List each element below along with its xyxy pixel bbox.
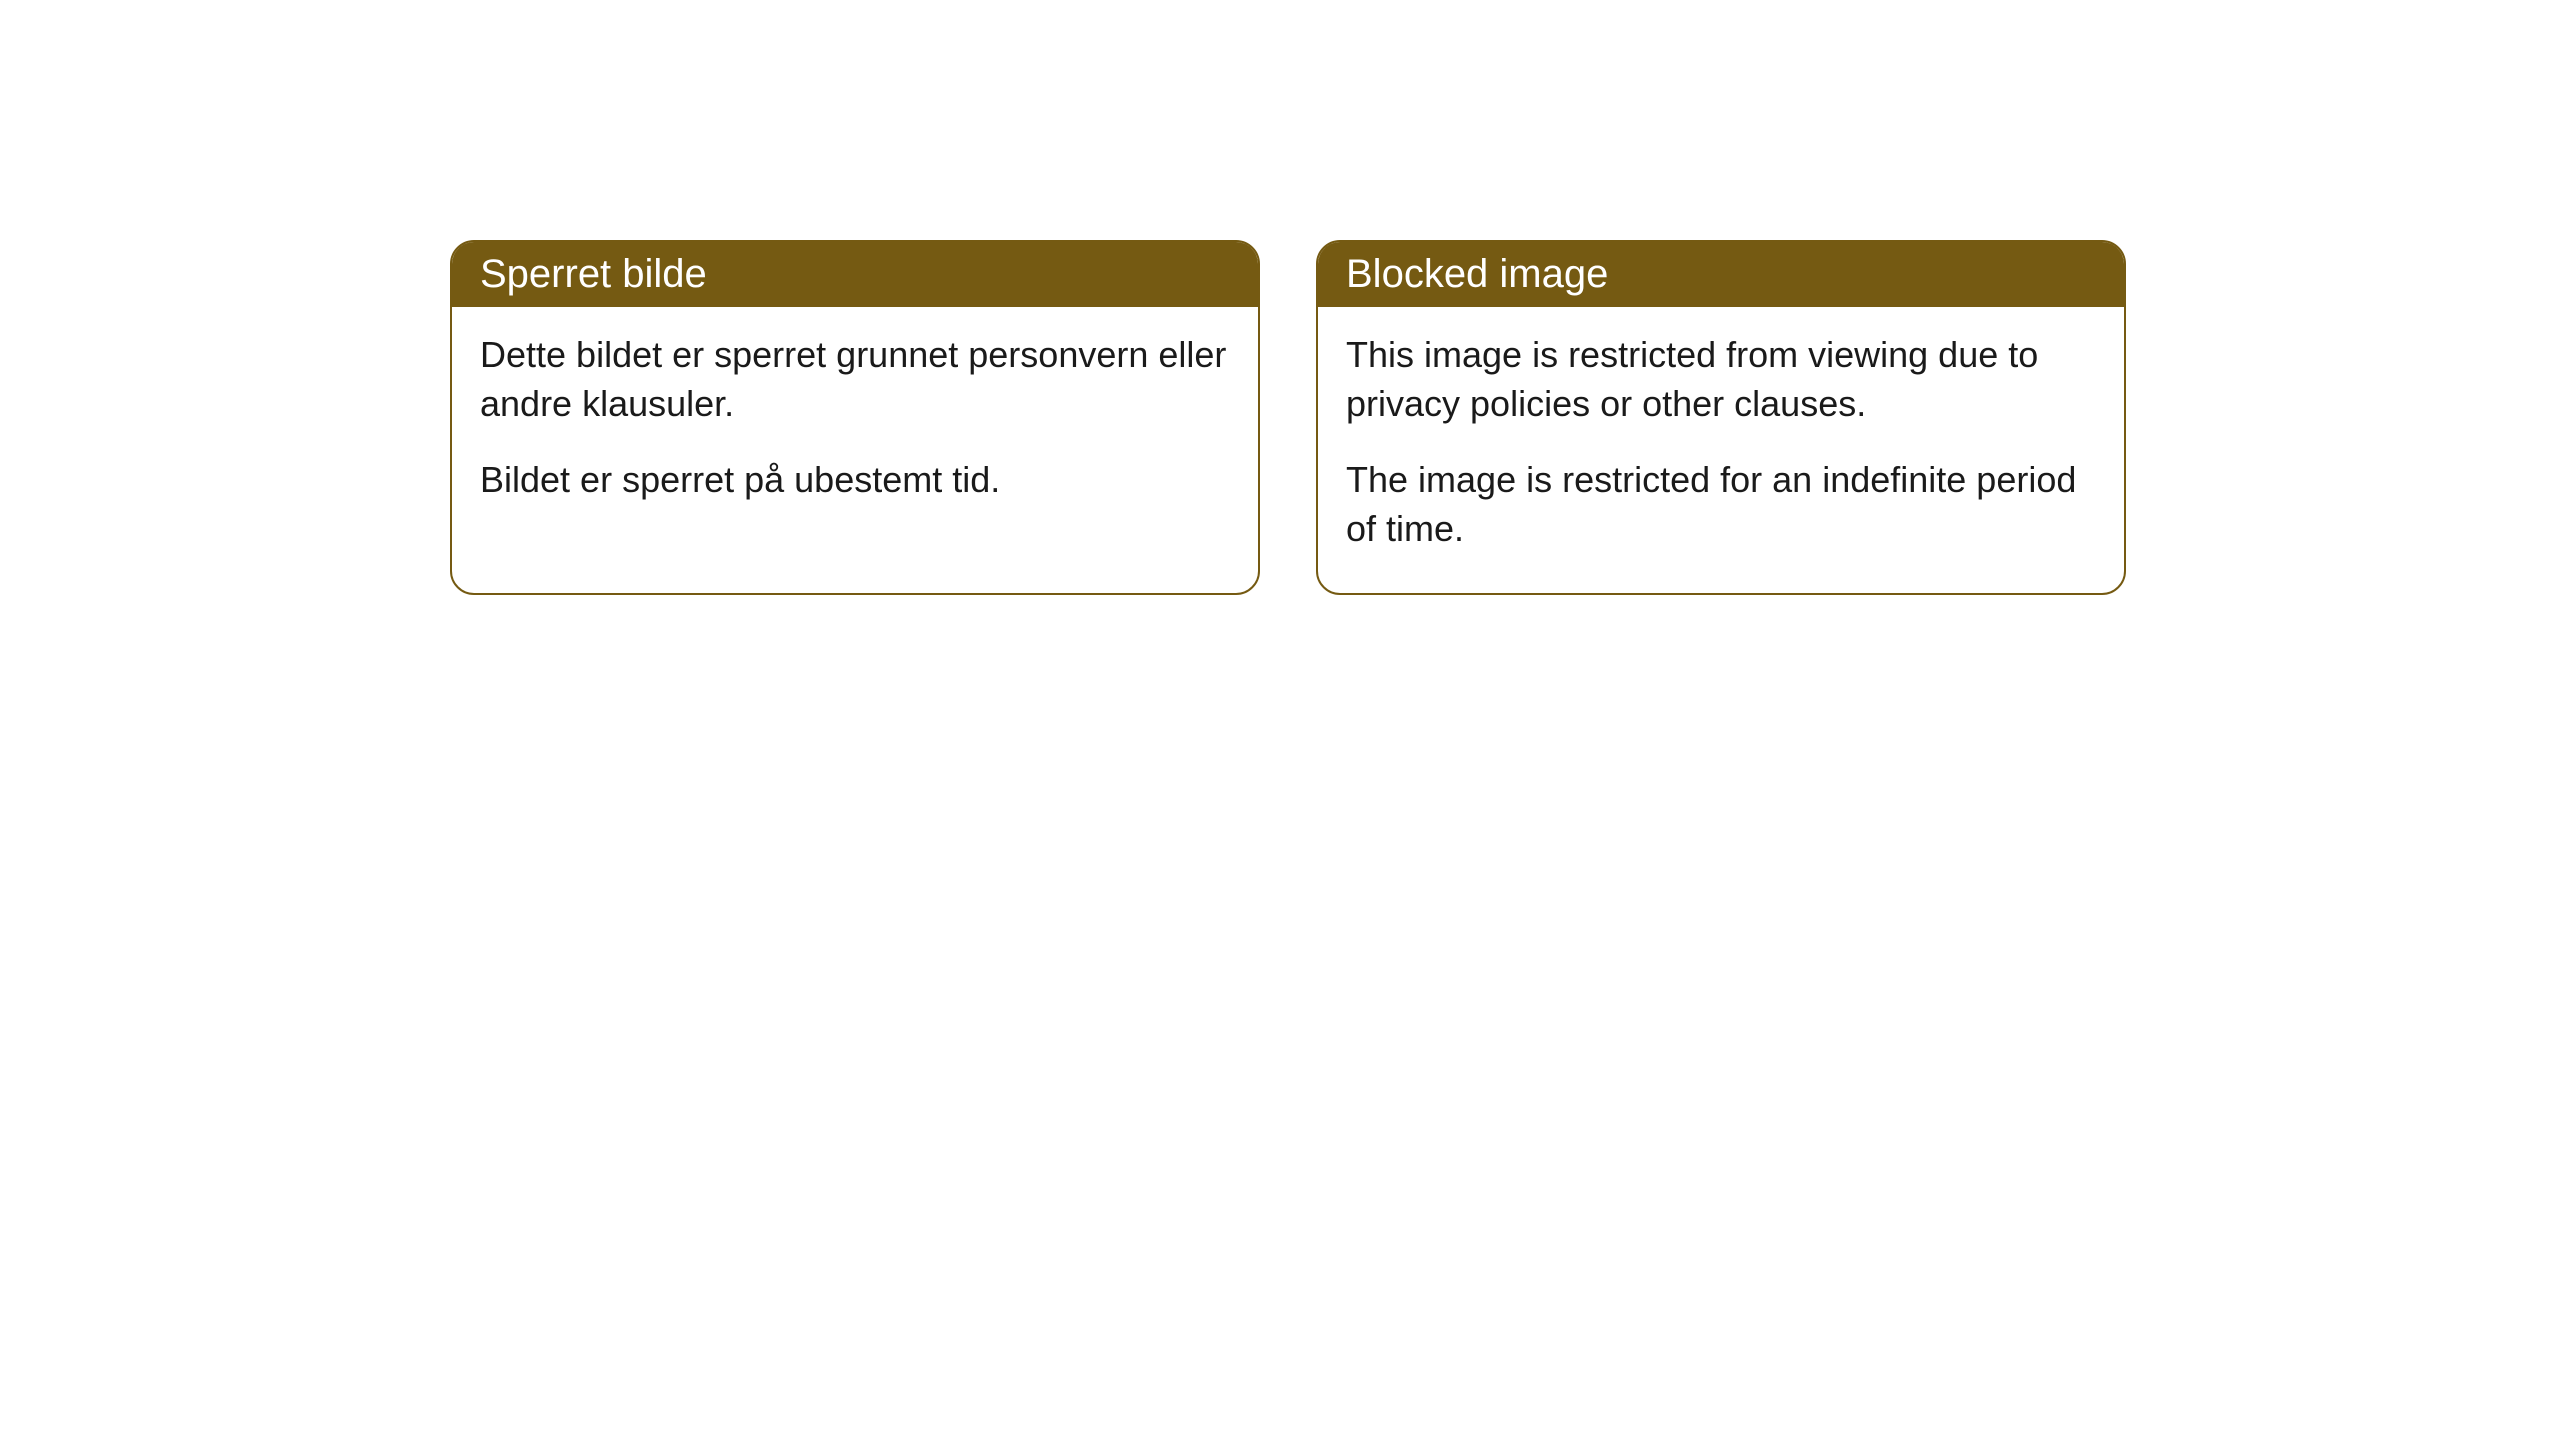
blocked-image-card-norwegian: Sperret bilde Dette bildet er sperret gr…: [450, 240, 1260, 595]
card-header: Sperret bilde: [452, 242, 1258, 307]
blocked-image-card-english: Blocked image This image is restricted f…: [1316, 240, 2126, 595]
card-paragraph: Bildet er sperret på ubestemt tid.: [480, 456, 1230, 505]
card-paragraph: The image is restricted for an indefinit…: [1346, 456, 2096, 553]
card-paragraph: Dette bildet er sperret grunnet personve…: [480, 331, 1230, 428]
card-body: This image is restricted from viewing du…: [1318, 307, 2124, 593]
card-header: Blocked image: [1318, 242, 2124, 307]
card-paragraph: This image is restricted from viewing du…: [1346, 331, 2096, 428]
card-title: Blocked image: [1346, 252, 1608, 296]
card-body: Dette bildet er sperret grunnet personve…: [452, 307, 1258, 545]
cards-container: Sperret bilde Dette bildet er sperret gr…: [450, 240, 2126, 595]
card-title: Sperret bilde: [480, 252, 707, 296]
